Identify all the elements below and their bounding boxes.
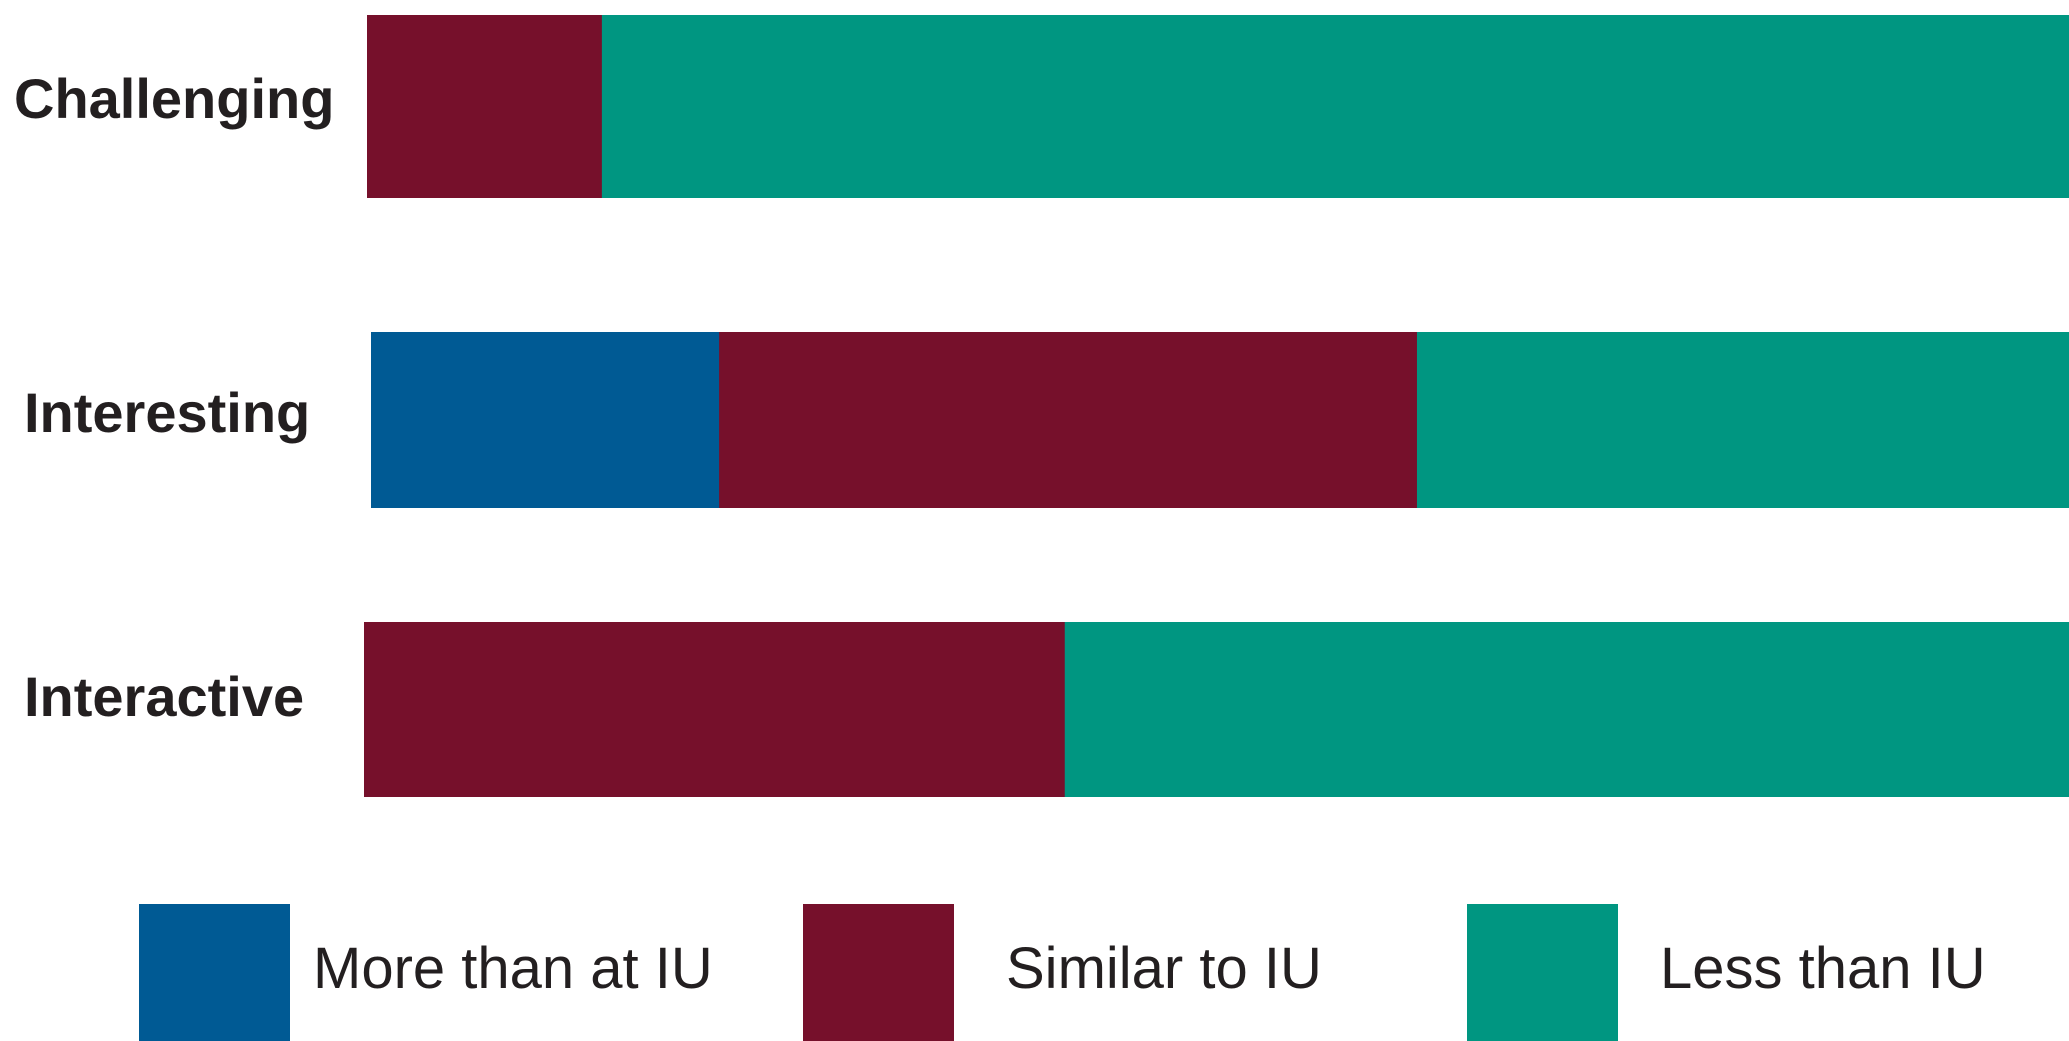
legend-swatch-similar (803, 904, 954, 1041)
bar-interesting-less-than (1416, 332, 2069, 508)
bar-interesting-similar (719, 332, 1418, 508)
category-label-interactive: Interactive (24, 665, 304, 728)
bar-challenging-less-than (601, 15, 2069, 198)
bar-interactive-similar (364, 622, 1066, 797)
bars-group (364, 15, 2069, 797)
legend-label-less-than: Less than IU (1660, 936, 1986, 1001)
legend-label-similar: Similar to IU (1006, 936, 1322, 1001)
legend: More than at IU Similar to IU Less than … (139, 904, 1986, 1041)
legend-swatch-more-than (139, 904, 290, 1041)
category-label-interesting: Interesting (24, 381, 310, 444)
category-label-challenging: Challenging (14, 67, 334, 130)
legend-swatch-less-than (1467, 904, 1618, 1041)
bar-interactive-less-than (1064, 622, 2069, 797)
legend-label-more-than: More than at IU (313, 936, 713, 1001)
bar-interesting-more-than (371, 332, 720, 508)
bar-challenging-similar (367, 15, 603, 198)
category-labels: Challenging Interesting Interactive (14, 67, 334, 728)
